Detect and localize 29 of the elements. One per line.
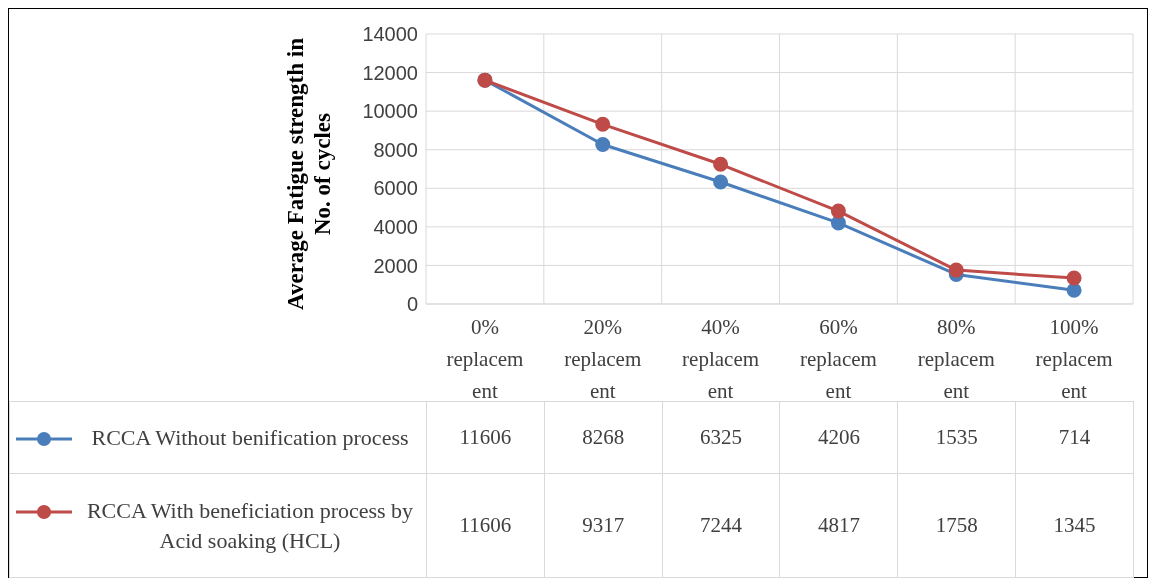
y-tick-label: 8000 [373, 138, 418, 161]
legend-label: RCCA With beneficiation process by Acid soaking (HCL) [85, 496, 415, 555]
x-tick-label: 20% replacement [564, 315, 642, 403]
legend-label: RCCA Without benification process [90, 423, 410, 452]
x-tick-label: 80% replacement [917, 315, 995, 403]
data-label: 1345 [1015, 473, 1134, 578]
data-label: 4817 [779, 473, 898, 578]
x-tick-label: 60% replacement [799, 315, 877, 403]
x-tick-label: 100% replacement [1035, 315, 1113, 403]
y-tick-label: 14000 [362, 23, 418, 46]
data-label: 1535 [897, 401, 1016, 474]
y-tick-label: 12000 [362, 61, 418, 84]
data-label: 6325 [662, 401, 780, 474]
x-tick-label: 0% replacement [446, 315, 524, 403]
data-label: 714 [1015, 401, 1134, 474]
data-label: 7244 [662, 473, 780, 578]
y-tick-label: 10000 [362, 100, 418, 123]
y-tick-label: 2000 [373, 254, 418, 277]
y-axis-title: Average Fatigue strength in No. of cycles [282, 37, 336, 312]
x-tick-label: 40% replacement [682, 315, 760, 403]
y-tick-label: 4000 [373, 215, 418, 238]
y-tick-label: 6000 [373, 177, 418, 200]
data-label: 9317 [544, 473, 663, 578]
data-label: 1758 [897, 473, 1016, 578]
data-label: 4206 [779, 401, 898, 474]
data-label: 11606 [426, 401, 545, 474]
data-label: 11606 [426, 473, 545, 578]
data-label: 8268 [544, 401, 663, 474]
y-tick-label: 0 [406, 293, 418, 316]
